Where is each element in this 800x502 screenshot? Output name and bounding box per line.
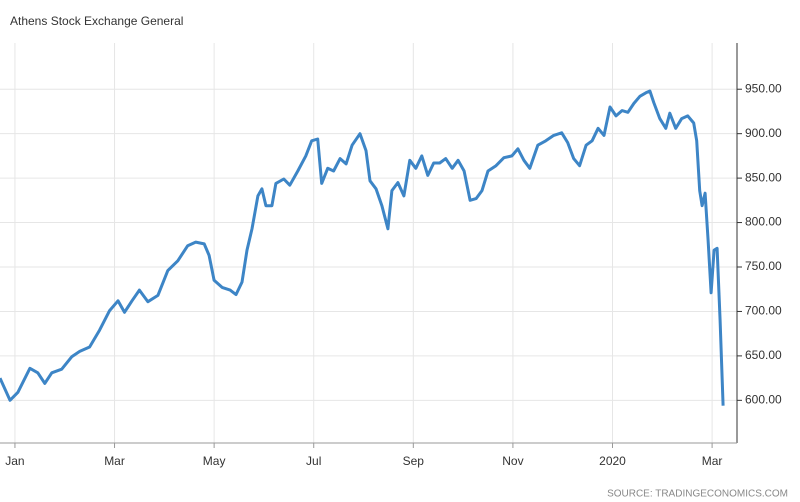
- x-tick-label: Mar: [702, 454, 723, 468]
- y-tick-label: 800.00: [745, 215, 782, 229]
- x-tick-label: Sep: [403, 454, 425, 468]
- line: [0, 89, 725, 406]
- y-tick-label: 600.00: [745, 393, 782, 407]
- x-tick-label: May: [203, 454, 226, 468]
- x-tick-label: Jul: [306, 454, 321, 468]
- x-tick-label: Jan: [5, 454, 24, 468]
- y-tick-label: 650.00: [745, 348, 782, 362]
- y-tick-label: 900.00: [745, 126, 782, 140]
- chart-title: Athens Stock Exchange General: [10, 14, 183, 28]
- x-tick-label: Nov: [502, 454, 523, 468]
- y-tick-label: 750.00: [745, 259, 782, 273]
- y-tick-label: 950.00: [745, 81, 782, 95]
- y-tick-label: 850.00: [745, 170, 782, 184]
- y-tick-label: 700.00: [745, 304, 782, 318]
- source: SOURCE: TRADINGECONOMICS.COM: [607, 489, 788, 500]
- x-tick-label: Mar: [104, 454, 125, 468]
- x-tick-label: 2020: [599, 454, 626, 468]
